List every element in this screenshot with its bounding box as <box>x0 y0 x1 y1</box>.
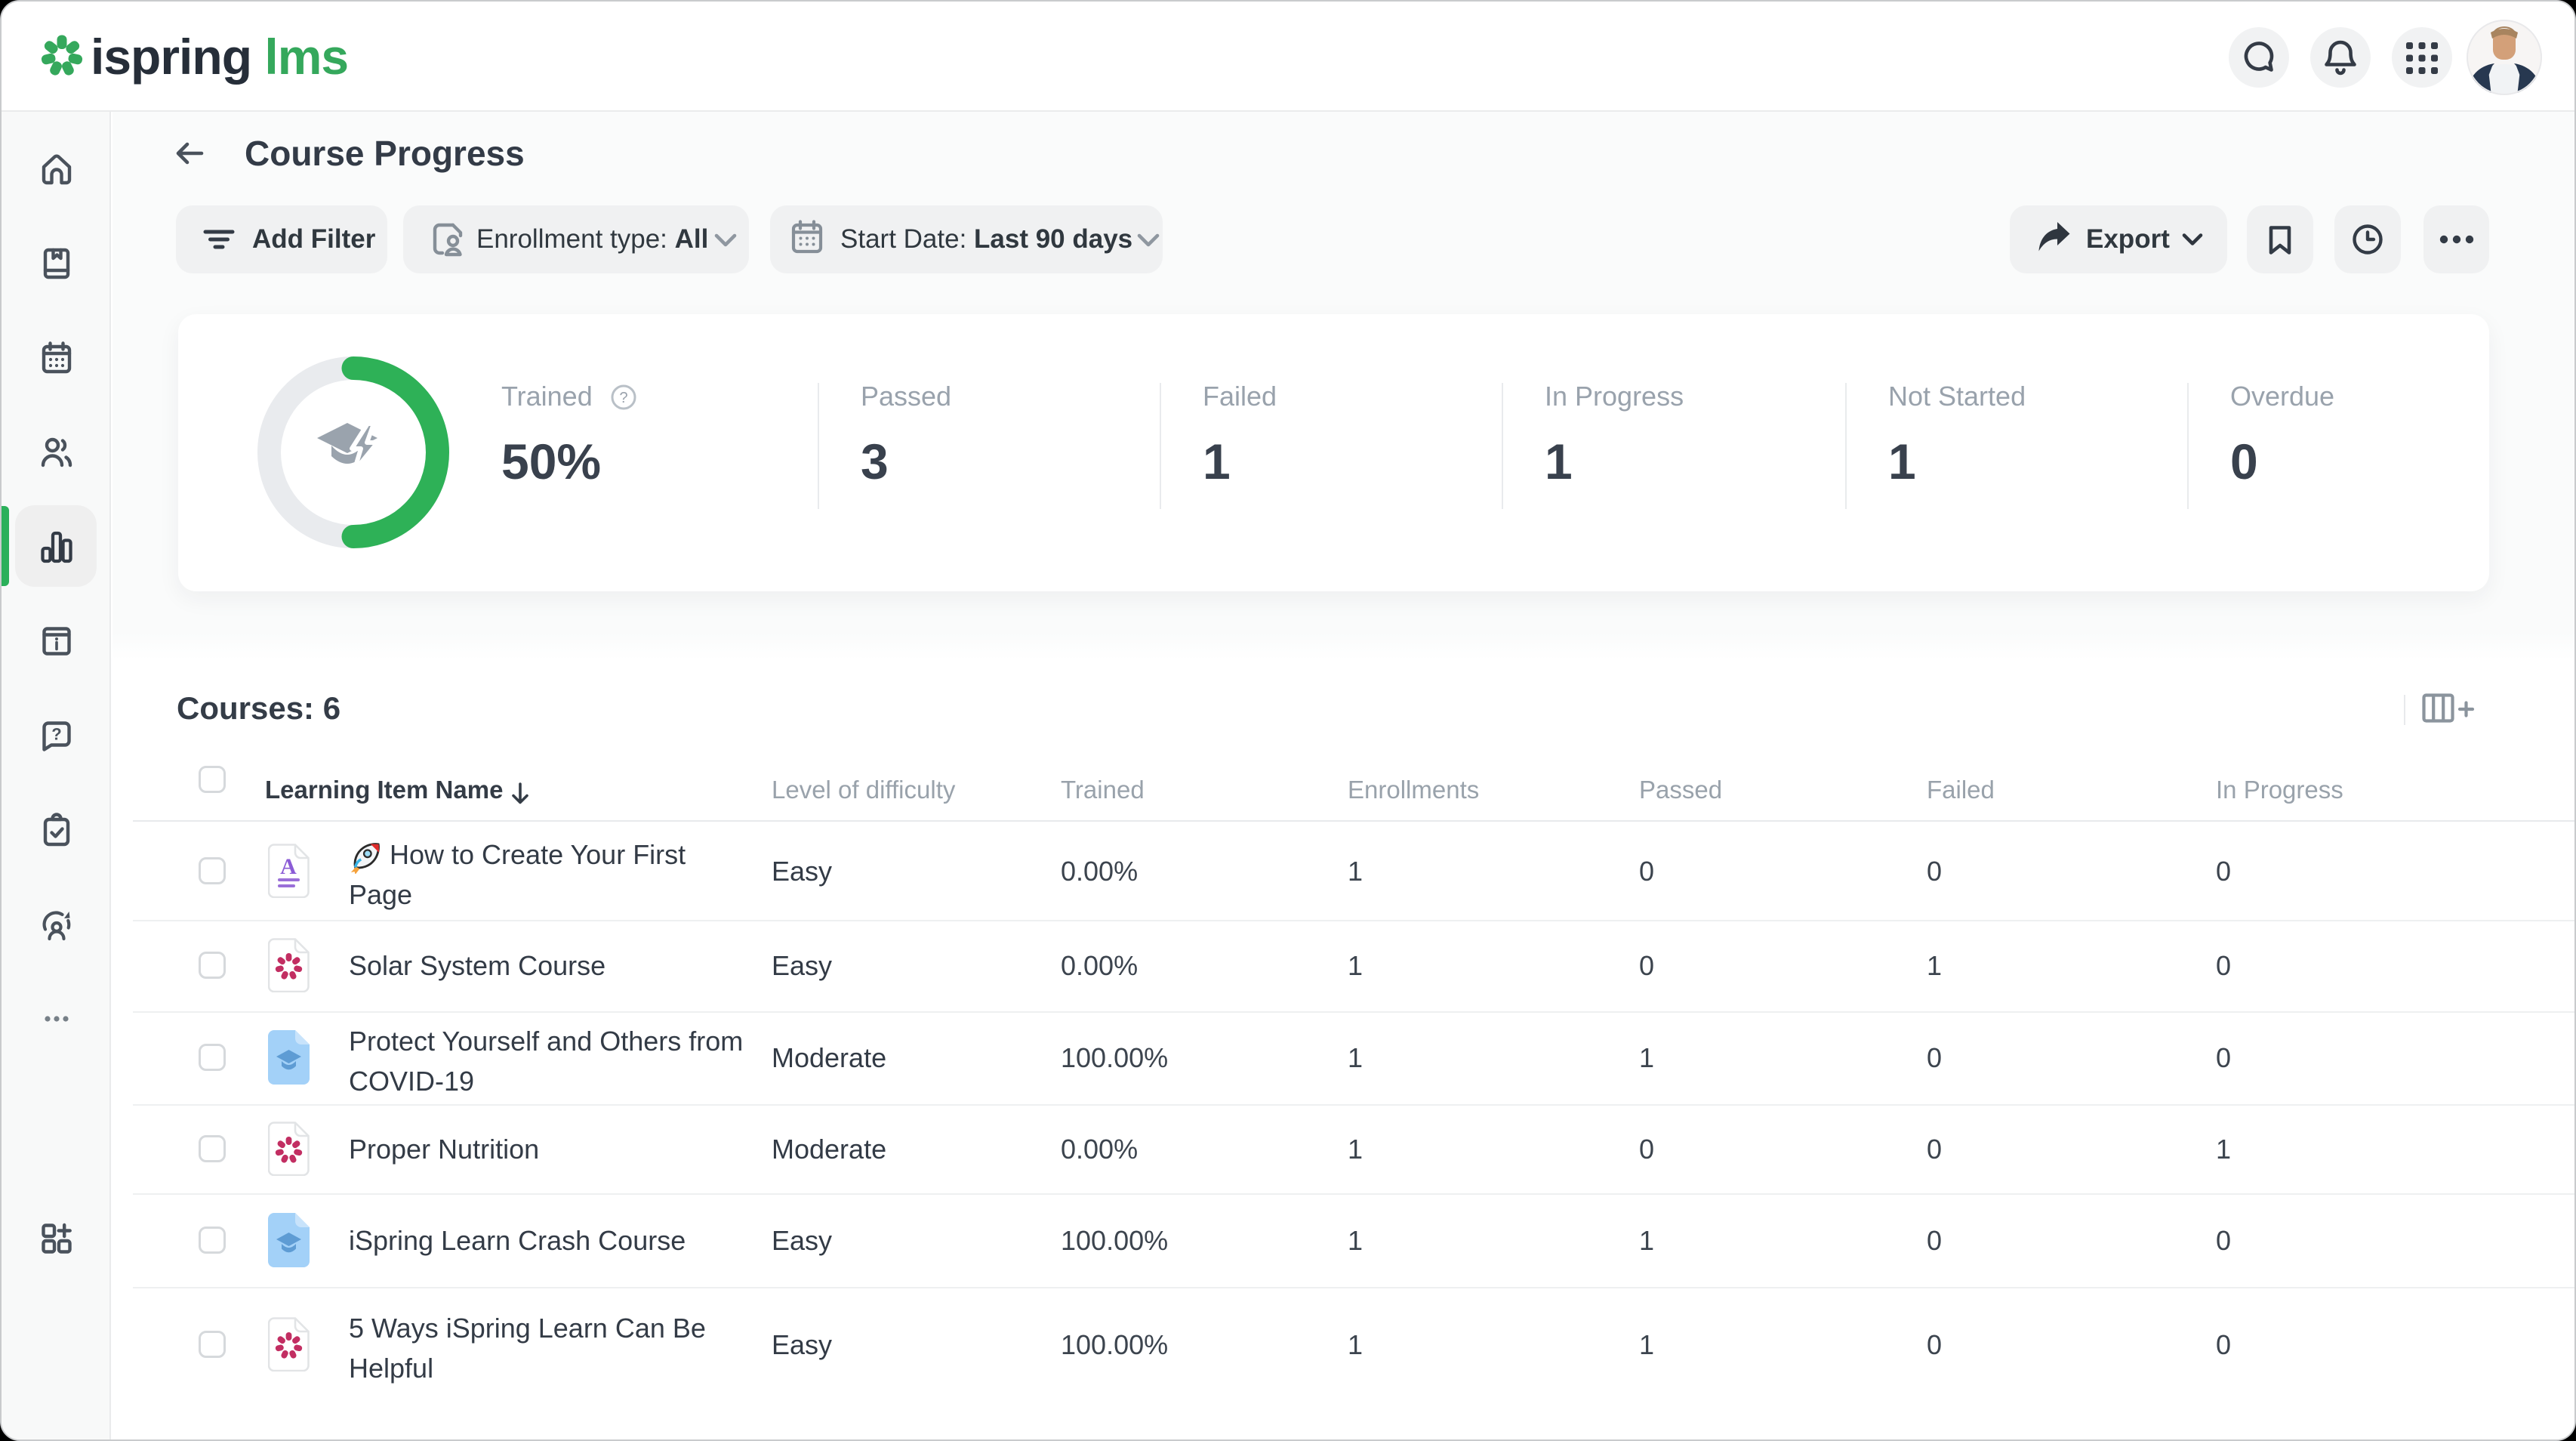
svg-text:?: ? <box>51 725 61 744</box>
svg-text:A: A <box>280 854 297 879</box>
svg-text:?: ? <box>619 390 627 406</box>
